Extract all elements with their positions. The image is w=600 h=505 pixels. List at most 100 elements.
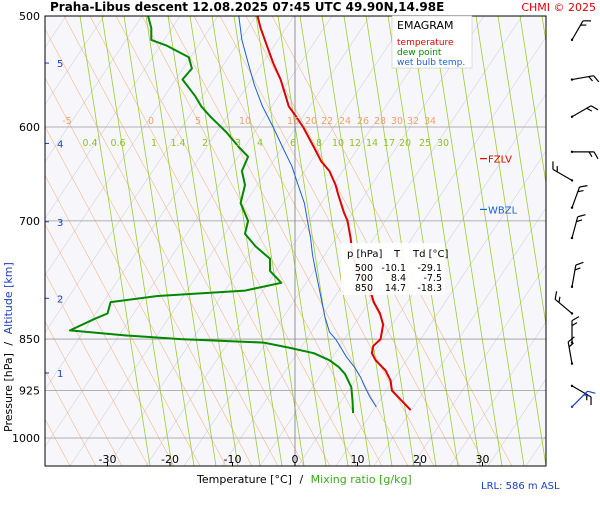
temperature-tick-label: 0 <box>292 453 299 466</box>
wbzl-label: WBZL <box>488 205 518 216</box>
wind-barb <box>570 75 600 83</box>
mixing-ratio-label: 6 <box>290 138 296 149</box>
wind-barb-staff <box>571 385 592 398</box>
lrl-label: LRL: 586 m ASL <box>481 481 560 492</box>
wind-barb-staff <box>571 105 592 118</box>
isotherm-line <box>89 16 331 466</box>
wind-barb <box>570 384 592 405</box>
wind-barb-feather <box>576 219 583 223</box>
pressure-tick-label: 700 <box>19 215 40 228</box>
isotherm-label: 15 <box>287 116 299 127</box>
isotherm-line <box>45 77 253 466</box>
wind-barb-staff <box>571 264 577 287</box>
adiabat-line <box>335 150 546 466</box>
isotherm-label: 10 <box>239 116 251 127</box>
plot-frame <box>44 15 547 467</box>
wind-barb-feather <box>571 316 580 322</box>
wind-barb <box>570 20 592 42</box>
mixing-ratio-line <box>431 16 503 466</box>
wind-barb <box>570 150 599 160</box>
wind-barb-feather <box>583 394 590 397</box>
fzlv-label: FZLV <box>488 155 512 166</box>
x-axis-title: Temperature [°C] / Mixing ratio [g/kg] <box>196 473 412 486</box>
altitude-tick-label: 5 <box>57 59 63 70</box>
wind-barb-feather <box>568 342 574 348</box>
wind-barb-staff <box>571 216 579 239</box>
adiabat-line <box>107 16 409 466</box>
adiabat-line <box>487 378 546 466</box>
legend-title: EMAGRAM <box>397 19 454 32</box>
wind-barb-feather <box>567 336 575 343</box>
chart-title: Praha-Libus descent 12.08.2025 07:45 UTC… <box>50 0 444 14</box>
table-cell-p-700: 700 <box>355 273 373 284</box>
temperature-tick-label: 30 <box>476 453 490 466</box>
wind-barb-feather <box>558 296 561 303</box>
wind-barb <box>570 261 584 288</box>
mixing-ratio-line <box>453 16 525 466</box>
isotherm-label: 34 <box>424 116 436 127</box>
isotherm-label: 26 <box>357 116 369 127</box>
pressure-tick-label: 600 <box>19 121 40 134</box>
temperature-tick-label: -20 <box>161 453 179 466</box>
mixing-ratio-label: 20 <box>399 138 411 149</box>
isotherm-line <box>219 16 461 466</box>
isotherm-line <box>63 16 305 466</box>
wind-barb-feather <box>588 151 593 158</box>
mixing-ratio-label: 10 <box>332 138 344 149</box>
mixing-ratio-line <box>409 16 481 466</box>
mixing-ratio-line <box>475 16 546 466</box>
wind-barb-feather <box>586 107 593 112</box>
adiabat-line <box>45 16 295 391</box>
wind-panel-frame <box>546 16 600 466</box>
adiabat-line <box>183 16 485 466</box>
table-cell-t-500: -10.1 <box>381 263 406 274</box>
wind-barb-feather <box>575 261 584 266</box>
legend-item-wet-bulb: wet bulb temp. <box>397 58 465 68</box>
wind-barb-base <box>570 312 574 315</box>
table-cell-td-850: -18.3 <box>417 283 442 294</box>
isotherm-line <box>45 223 175 466</box>
mixing-ratio-line <box>277 16 349 466</box>
mixing-ratio-label: 4 <box>257 138 263 149</box>
wind-barb <box>567 336 575 365</box>
y-axis-title-pressure: Pressure [hPa] <box>2 353 15 432</box>
isotherm-label: -5 <box>62 116 71 127</box>
legend: EMAGRAM temperature dew point wet bulb t… <box>391 15 473 69</box>
mixing-ratio-line <box>189 16 261 466</box>
mixing-ratio-label: 14 <box>366 138 378 149</box>
wind-barb-feather <box>579 185 588 188</box>
mixing-ratio-line <box>519 16 546 186</box>
mixing-ratio-line <box>101 16 173 466</box>
wind-barb-base <box>570 285 574 288</box>
wind-barb-feather <box>590 396 592 405</box>
altitude-tick-label: 2 <box>57 294 63 305</box>
wind-barb-base <box>570 405 574 408</box>
isotherm-label: 28 <box>374 116 386 127</box>
mixing-ratio-line <box>343 16 415 466</box>
adiabat-line <box>221 16 523 466</box>
wind-barb <box>570 185 588 209</box>
profile-dew-point <box>69 15 355 414</box>
mixing-ratio-label: 12 <box>349 138 361 149</box>
wind-barb-feather <box>580 24 587 26</box>
mixing-ratio-label: 1 <box>151 138 157 149</box>
temperature-tick-label: 20 <box>413 453 427 466</box>
plot-area <box>45 16 546 466</box>
adiabat-line <box>45 16 105 106</box>
mixing-ratio-line <box>211 16 283 466</box>
legend-item-temperature: temperature <box>397 38 454 48</box>
wind-barb-base <box>570 362 574 365</box>
wind-barb-feather <box>587 390 596 394</box>
mixing-ratio-line <box>299 16 371 466</box>
y-axis-title-altitude: Altitude [km] <box>2 262 15 334</box>
isotherm-label: 22 <box>321 116 333 127</box>
legend-item-dew-point: dew point <box>397 48 442 58</box>
temperature-tick-label: 10 <box>351 453 365 466</box>
x-axis-title-temperature: Temperature [°C] <box>196 473 292 486</box>
wind-barb-base <box>570 384 574 388</box>
pressure-tick-label: 1000 <box>12 432 40 445</box>
wind-barb-staff <box>571 390 588 408</box>
wind-barb-base <box>570 150 574 154</box>
adiabat-line <box>69 16 371 466</box>
